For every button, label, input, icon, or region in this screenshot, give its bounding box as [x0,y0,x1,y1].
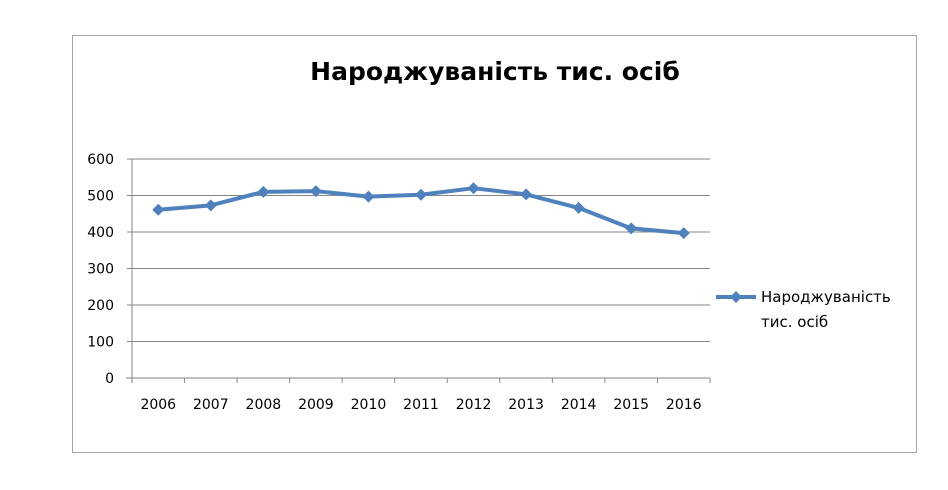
legend-label: Народжуваність [761,288,891,306]
gridlines [132,158,710,342]
chart-frame [72,35,917,453]
y-tick-label: 0 [105,371,114,387]
y-tick-label: 200 [87,298,114,314]
legend-marker [730,291,742,303]
data-point-marker [362,190,375,203]
data-point-marker [572,201,585,214]
legend-label: тис. осіб [761,313,828,331]
y-tick-label: 400 [87,225,114,241]
x-tick-label: 2013 [508,397,544,413]
chart-title: Народжуваність тис. осіб [310,57,680,86]
x-tick-label: 2015 [613,397,649,413]
x-tick-label: 2014 [561,397,597,413]
axes: 0 100 200 300 400 500 600 2006 2007 2008 2009 2010 2… [87,152,711,413]
y-tick-label: 100 [87,335,114,351]
data-point-marker [152,203,165,216]
x-tick-label: 2011 [403,397,439,413]
legend: Народжуваність тис. осіб [716,288,891,331]
data-point-marker [415,188,427,201]
x-tick-label: 2012 [456,397,492,413]
x-tick-label: 2008 [246,397,282,413]
data-point-marker [309,185,322,198]
x-tick-label: 2006 [140,397,176,413]
data-point-marker [520,188,533,201]
data-point-marker [625,222,638,235]
x-tick-label: 2010 [351,397,387,413]
series-layer [152,182,690,240]
data-point-marker [257,185,270,198]
data-point-marker [204,199,217,212]
data-point-marker [467,182,480,195]
x-tick-label: 2016 [666,397,702,413]
data-point-marker [677,227,690,240]
x-tick-label: 2007 [193,397,229,413]
x-tick-label: 2009 [298,397,334,413]
y-tick-label: 300 [87,262,114,278]
y-tick-label: 500 [87,189,114,205]
y-tick-label: 600 [87,152,114,168]
